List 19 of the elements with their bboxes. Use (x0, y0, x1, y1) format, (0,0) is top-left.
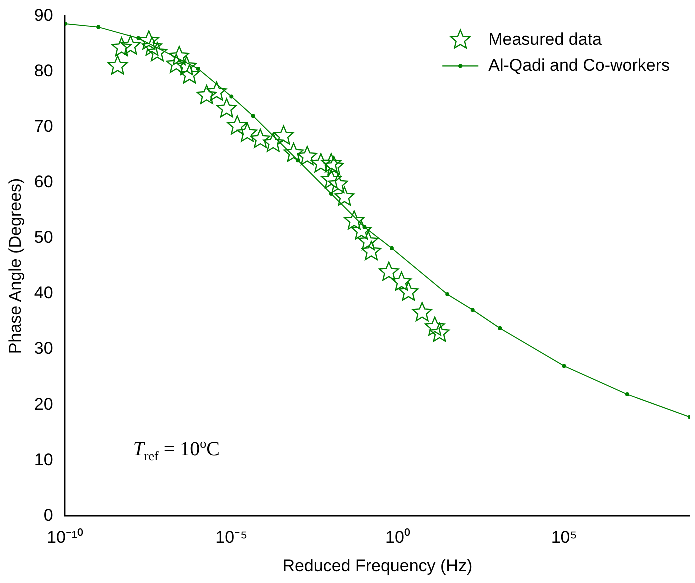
annotation: T$_{ref}$ = 10$^{o}$C (133, 436, 220, 465)
y-tick-label: 60 (34, 172, 54, 192)
x-tick-label: 10⁻⁵ (216, 528, 248, 548)
y-tick-label: 20 (34, 394, 54, 414)
y-axis-title: Phase Angle (Degrees) (6, 178, 25, 354)
legend-label: Al-Qadi and Co-workers (488, 56, 670, 75)
y-tick-label: 10 (34, 450, 54, 470)
x-tick-label: 10⁵ (551, 528, 578, 548)
y-tick-label: 80 (34, 61, 54, 80)
x-tick-label: 10⁰ (386, 528, 410, 548)
y-tick-label: 30 (34, 339, 54, 358)
x-tick-label: 10⁻¹⁰ (47, 528, 84, 548)
legend-label: Measured data (488, 30, 603, 49)
y-tick-label: 40 (34, 284, 54, 303)
y-tick-label: 90 (34, 6, 54, 25)
y-tick-label: 50 (34, 228, 54, 248)
y-tick-label: 0 (44, 506, 54, 525)
y-tick-label: 70 (34, 117, 54, 136)
x-axis-title: Reduced Frequency (Hz) (282, 556, 473, 576)
